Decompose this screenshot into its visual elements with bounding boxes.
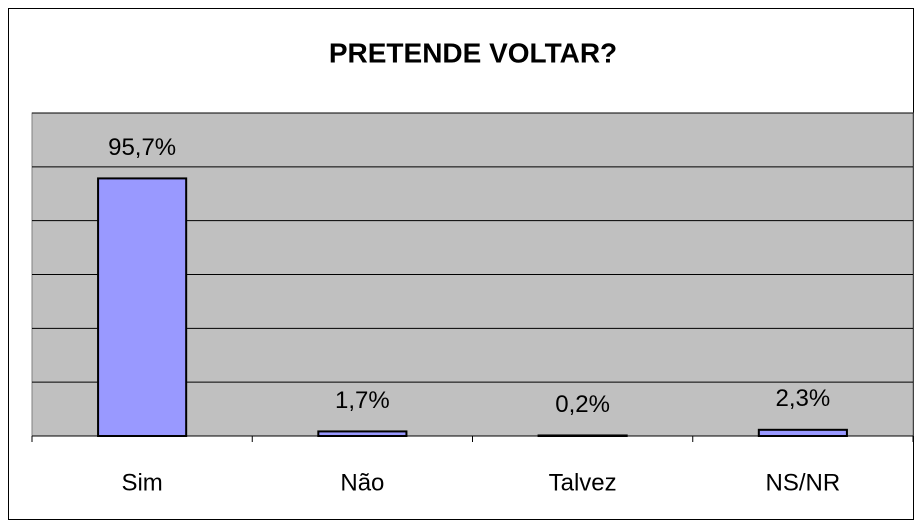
data-label: 0,2% <box>555 391 610 418</box>
x-tick-label: NS/NR <box>766 469 841 496</box>
data-label: 1,7% <box>335 387 390 414</box>
bar <box>317 430 408 437</box>
bar <box>97 177 188 437</box>
data-label: 95,7% <box>108 134 176 161</box>
bar <box>757 428 848 438</box>
data-label: 2,3% <box>776 385 831 412</box>
x-tick-label: Sim <box>121 469 162 496</box>
bar <box>537 434 628 438</box>
chart-title: PRETENDE VOLTAR? <box>329 37 617 68</box>
x-tick-label: Não <box>340 469 384 496</box>
x-tick-label: Talvez <box>549 469 617 496</box>
